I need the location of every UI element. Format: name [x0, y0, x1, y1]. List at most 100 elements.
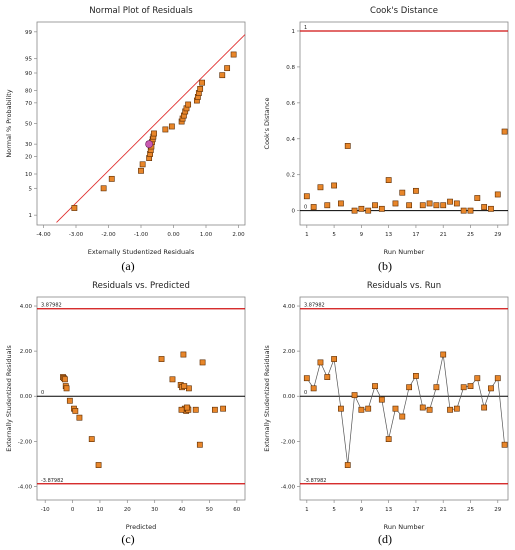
residuals-predicted-point [169, 376, 176, 383]
cooks-distance-plot-frame [299, 21, 509, 226]
residuals-run-point [344, 462, 351, 468]
cooks-distance-point [399, 189, 406, 196]
cooks-distance-point [481, 204, 488, 210]
cooks-distance-x-tick-label: 25 [467, 232, 474, 238]
cooks-distance-y-tick-label: 0.8 [286, 65, 295, 71]
residuals-run-point [310, 385, 317, 392]
residuals-run-y-tick-label: 2.00 [283, 349, 296, 355]
residuals-predicted-point [180, 351, 187, 358]
normal-plot-point [230, 51, 237, 58]
normal-plot-y-tick-label: 30 [25, 142, 32, 148]
residuals-run-point [303, 375, 310, 382]
cooks-distance-x-tick-label: 9 [360, 232, 364, 238]
normal-plot-reference-line [56, 34, 246, 223]
residuals-run-x-tick-label: 1 [305, 507, 309, 513]
cooks-distance-point [406, 202, 413, 209]
normal-plot-x-tick-label: -2.00 [101, 232, 116, 238]
residuals-predicted-x-axis-label: Predicted [126, 523, 157, 531]
normal-plot-y-tick-label: 95 [25, 57, 32, 63]
residuals-run-zero-label: 0 [304, 390, 307, 396]
cooks-distance-baseline-label: 0 [304, 205, 307, 211]
residuals-run-connector-line [306, 354, 505, 466]
residuals-run-x-tick-label: 25 [467, 507, 474, 513]
residuals-run-limit-label: 3.87982 [304, 303, 325, 309]
residuals-predicted-limit-label: 3.87982 [41, 303, 62, 309]
normal-plot-x-tick-label: -1.00 [134, 232, 149, 238]
cooks-distance-y-tick-label: 1 [292, 29, 296, 35]
caption-c: (c) [121, 532, 135, 546]
cooks-distance-point [392, 200, 399, 207]
residuals-run-point [392, 405, 399, 412]
cooks-distance-x-axis-label: Run Number [384, 248, 425, 256]
cooks-distance-point [501, 128, 508, 135]
residuals-predicted-title: Residuals vs. Predicted [92, 281, 190, 291]
normal-plot-point [199, 79, 205, 86]
residuals-predicted-point [181, 383, 188, 389]
cooks-distance-point [378, 205, 385, 212]
residuals-run-point [474, 375, 481, 382]
cooks-distance-y-tick-label: 0.6 [286, 101, 295, 107]
cooks-distance-point [447, 198, 453, 205]
cooks-distance-point [426, 200, 433, 207]
cooks-distance-x-tick-label: 13 [385, 232, 392, 238]
residuals-vs-predicted-chart: Residuals vs. Predicted Predicted External… [5, 281, 246, 531]
residuals-run-y-tick-label: -2.00 [281, 439, 296, 445]
normal-plot-y-tick-label: 5 [29, 186, 33, 192]
cooks-distance-point [433, 202, 440, 209]
normal-plot-x-tick-label: 1.00 [200, 232, 213, 238]
normal-plot-point [151, 130, 157, 137]
residuals-run-y-tick-label: 0.00 [283, 394, 296, 400]
normal-plot-highlight-point [145, 140, 154, 149]
normal-plot-y-tick-label: 99 [25, 30, 32, 36]
residuals-run-point [433, 384, 440, 391]
cooks-distance-point [474, 195, 481, 201]
normal-plot-point [168, 123, 175, 130]
residuals-predicted-point [184, 404, 190, 411]
normal-plot-point [162, 126, 169, 133]
normal-plot-point [100, 185, 107, 192]
residuals-run-point [378, 396, 385, 403]
residuals-run-x-tick-label: 29 [494, 507, 501, 513]
residuals-predicted-point [63, 385, 70, 392]
residuals-run-point [419, 404, 426, 411]
residuals-run-point [501, 441, 508, 448]
cooks-distance-x-tick-label: 29 [494, 232, 501, 238]
residuals-run-point [324, 374, 331, 380]
normal-plot-point [139, 161, 146, 168]
residuals-run-y-tick-label: 4.00 [283, 304, 296, 310]
residuals-run-point [453, 405, 460, 412]
residuals-run-point [467, 383, 474, 389]
cooks-distance-point [324, 202, 331, 209]
cooks-distance-point [303, 193, 310, 200]
residuals-predicted-point [95, 462, 102, 468]
residuals-predicted-x-tick-label: 50 [206, 507, 213, 513]
normal-plot-y-tick-label: 1 [29, 213, 33, 219]
cooks-distance-limit-label: 1 [304, 25, 307, 31]
caption-a: (a) [121, 259, 135, 273]
residuals-predicted-y-tick-label: 0.00 [20, 394, 33, 400]
normal-plot-x-tick-label: -4.00 [36, 232, 51, 238]
residuals-predicted-x-tick-label: 30 [151, 507, 158, 513]
cooks-distance-point [488, 205, 494, 212]
cooks-distance-point [331, 182, 337, 189]
cooks-distance-y-tick-label: 0 [292, 209, 296, 215]
residuals-run-x-tick-label: 17 [412, 507, 419, 513]
residuals-predicted-x-tick-label: 10 [96, 507, 103, 513]
residuals-predicted-point [66, 397, 73, 404]
normal-plot-y-tick-label: 90 [25, 71, 32, 77]
residuals-run-point [385, 436, 392, 442]
residuals-predicted-point [211, 406, 218, 413]
cooks-distance-point [385, 177, 392, 183]
residuals-vs-run-chart: Residuals vs. Run Run Number Externally St… [263, 281, 509, 531]
residuals-run-point [426, 406, 433, 413]
cooks-distance-point [317, 184, 324, 191]
cooks-distance-point [440, 202, 447, 209]
cooks-distance-x-tick-label: 17 [412, 232, 419, 238]
normal-plot-point [219, 72, 226, 79]
residuals-run-point [440, 351, 447, 358]
residuals-run-title: Residuals vs. Run [367, 281, 441, 291]
normal-plot-point [138, 167, 144, 174]
normal-plot-point [197, 86, 204, 92]
normal-plot-y-tick-label: 20 [25, 155, 32, 161]
normal-plot-y-tick-label: 80 [25, 88, 32, 94]
